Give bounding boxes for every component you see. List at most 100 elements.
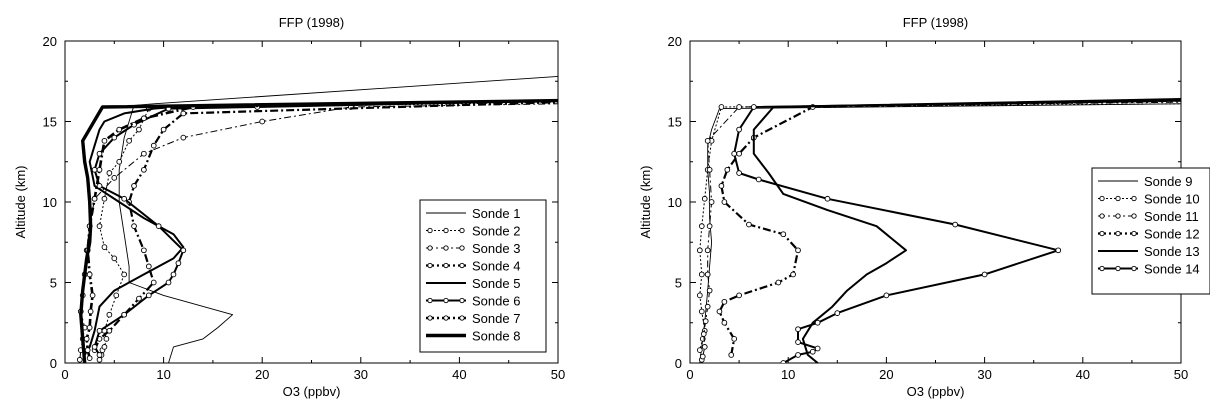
x-tick-label: 40: [1076, 367, 1090, 382]
y-tick-label: 15: [43, 115, 57, 130]
legend-label: Sonde 5: [472, 276, 520, 291]
data-point: [721, 319, 728, 326]
legend-marker: [459, 262, 465, 269]
data-point: [180, 134, 187, 141]
legend-label: Sonde 1: [472, 206, 520, 221]
data-point: [721, 199, 728, 205]
legend-label: Sonde 6: [472, 294, 520, 309]
data-point: [86, 355, 93, 362]
legend: Sonde 1 Sonde 2 Sonde 3 Sonde 4 Sonde 5 Sonde…: [419, 199, 547, 353]
legend-marker: [443, 297, 449, 304]
legend-marker: [1099, 230, 1105, 237]
data-point: [101, 244, 108, 250]
legend-marker: [443, 245, 449, 251]
legend-marker: [1115, 265, 1121, 272]
data-point: [952, 221, 958, 228]
legend-marker: [459, 245, 465, 251]
series-line-sonde-13: [752, 98, 1181, 363]
data-point: [101, 137, 108, 144]
data-point: [716, 308, 723, 315]
data-point: [795, 326, 801, 333]
data-point: [700, 331, 707, 337]
legend-box: [419, 199, 547, 353]
data-point: [699, 353, 706, 360]
chart-panel-1: FFP (1998) 0 10 20 30 40 50 0 5 10 15 20 O3 (ppbv) Al…: [13, 15, 565, 399]
legend-label: Sonde 12: [1144, 227, 1200, 242]
data-point: [83, 336, 90, 342]
data-point: [780, 360, 787, 363]
data-point: [706, 287, 713, 294]
series-line-sonde-10: [699, 103, 1181, 360]
legend-marker: [443, 262, 449, 269]
data-point: [696, 292, 703, 299]
data-point: [121, 271, 128, 278]
legend-marker: [1099, 195, 1105, 202]
chart-title: FFP (1998): [903, 15, 969, 30]
data-point: [96, 166, 103, 173]
data-point: [702, 318, 709, 324]
legend-label: Sonde 7: [472, 311, 520, 326]
data-point: [86, 324, 93, 331]
x-tick-label: 10: [156, 367, 170, 382]
legend-marker: [459, 227, 465, 234]
data-point: [136, 126, 142, 133]
legend-marker: [1115, 230, 1121, 237]
legend-box: [1091, 167, 1210, 295]
data-point: [111, 175, 118, 181]
series-line-sonde-4: [93, 101, 558, 351]
legend-label: Sonde 4: [472, 259, 520, 274]
data-point: [708, 199, 715, 205]
legend-label: Sonde 13: [1144, 244, 1200, 259]
data-point: [145, 292, 152, 299]
data-point: [111, 134, 118, 141]
legend-marker: [459, 315, 465, 321]
data-point: [704, 137, 711, 144]
data-point: [724, 166, 731, 173]
data-point: [116, 126, 123, 133]
data-point: [780, 231, 787, 238]
data-point: [96, 356, 103, 363]
data-point: [141, 150, 147, 157]
data-point: [91, 344, 98, 350]
x-tick-label: 40: [452, 367, 466, 382]
data-point: [96, 223, 103, 230]
legend-label: Sonde 9: [1144, 174, 1192, 189]
y-tick-label: 0: [675, 356, 682, 371]
series-line-sonde-1: [118, 75, 558, 363]
data-point: [150, 142, 157, 149]
data-point: [736, 292, 742, 299]
legend-label: Sonde 14: [1144, 262, 1200, 277]
x-tick-label: 50: [551, 367, 565, 382]
series-line-sonde-7: [85, 99, 558, 359]
data-point: [704, 303, 711, 310]
data-point: [721, 298, 728, 305]
data-point: [121, 195, 128, 202]
data-point: [101, 195, 108, 202]
legend: Sonde 9 Sonde 10 Sonde 11 Sonde 12 Sonde 13 S…: [1091, 167, 1210, 295]
data-point: [1055, 247, 1062, 254]
data-point: [736, 150, 742, 157]
data-point: [103, 336, 110, 342]
data-point: [696, 347, 703, 353]
data-point: [718, 183, 725, 189]
legend-marker: [1131, 213, 1137, 219]
x-tick-label: 10: [781, 367, 795, 382]
data-point: [155, 223, 162, 230]
data-point: [101, 344, 108, 350]
data-point: [736, 104, 742, 110]
legend-marker: [1131, 230, 1137, 237]
data-point: [795, 352, 801, 358]
legend-marker: [1131, 195, 1137, 202]
y-tick-label: 5: [50, 276, 57, 291]
x-tick-label: 0: [686, 367, 693, 382]
data-point: [259, 118, 266, 125]
series-line-sonde-8: [79, 98, 558, 363]
legend-marker: [427, 245, 433, 251]
data-point: [113, 292, 120, 299]
legend-label: Sonde 3: [472, 241, 520, 256]
series-group: [696, 98, 1181, 363]
x-tick-label: 30: [977, 367, 991, 382]
data-point: [170, 271, 177, 278]
data-point: [790, 271, 796, 278]
